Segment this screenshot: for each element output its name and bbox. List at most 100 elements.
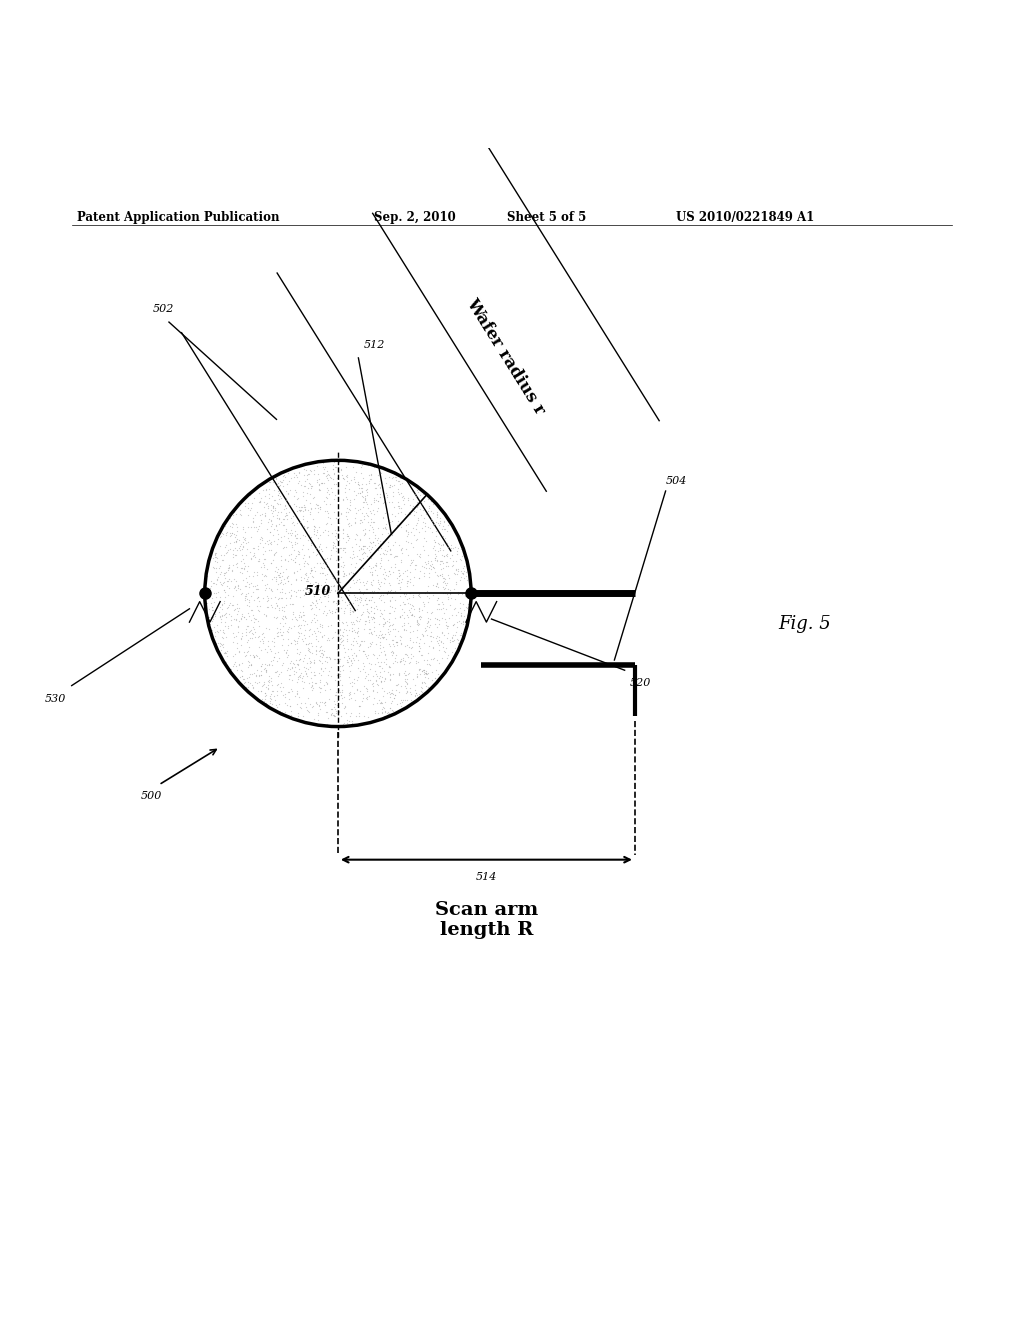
Point [371,473,387,494]
Point [213,545,229,566]
Point [373,548,389,569]
Point [212,525,228,546]
Point [289,653,305,675]
Point [263,532,280,553]
Point [266,597,283,618]
Point [436,642,453,663]
Point [265,632,282,653]
Point [279,639,295,660]
Point [283,543,299,564]
Point [394,591,411,612]
Point [428,504,444,525]
Point [330,570,346,591]
Point [312,496,329,517]
Point [430,512,446,533]
Point [317,573,334,594]
Point [311,651,328,672]
Point [454,561,470,582]
Text: Scan arm
length R: Scan arm length R [435,900,538,940]
Point [334,583,350,605]
Point [436,609,453,630]
Point [384,524,400,545]
Point [289,632,305,653]
Point [335,490,351,511]
Point [386,688,402,709]
Point [443,545,460,566]
Point [294,628,310,649]
Point [381,609,397,630]
Point [326,576,342,597]
Point [233,607,250,628]
Point [399,570,416,591]
Point [397,682,414,704]
Point [336,602,352,623]
Point [389,675,406,696]
Point [253,664,269,685]
Point [327,574,343,595]
Point [256,548,272,569]
Point [214,605,230,626]
Point [244,548,260,569]
Point [338,488,354,510]
Point [341,706,357,727]
Point [243,653,259,675]
Point [308,494,325,515]
Point [312,553,329,574]
Point [327,602,343,623]
Point [358,578,375,599]
Point [241,595,257,616]
Point [354,474,371,495]
Point [318,461,335,482]
Point [332,655,348,676]
Point [420,610,436,631]
Point [298,565,314,586]
Point [436,583,453,605]
Point [210,632,226,653]
Point [429,573,445,594]
Point [281,665,297,686]
Point [330,482,346,503]
Point [291,615,307,636]
Point [371,655,387,676]
Point [226,599,243,620]
Point [281,581,297,602]
Point [358,494,375,515]
Point [270,483,287,504]
Point [232,660,249,681]
Point [374,677,390,698]
Point [260,511,276,532]
Point [353,457,370,478]
Point [453,593,469,614]
Point [424,557,440,578]
Point [308,693,325,714]
Point [265,627,282,648]
Point [339,498,355,519]
Point [215,634,231,655]
Point [310,598,327,619]
Point [417,516,433,537]
Point [420,677,436,698]
Point [346,480,362,502]
Point [426,532,442,553]
Point [389,632,406,653]
Point [324,602,340,623]
Point [358,587,375,609]
Point [350,535,367,556]
Point [316,586,333,607]
Point [290,705,306,726]
Point [240,560,256,581]
Point [389,568,406,589]
Point [310,573,327,594]
Point [329,665,345,686]
Point [313,614,330,635]
Point [344,536,360,557]
Point [317,500,334,521]
Point [409,496,425,517]
Point [290,544,306,565]
Point [316,595,333,616]
Point [210,566,226,587]
Point [265,681,282,702]
Point [350,620,367,642]
Point [411,598,427,619]
Point [218,652,234,673]
